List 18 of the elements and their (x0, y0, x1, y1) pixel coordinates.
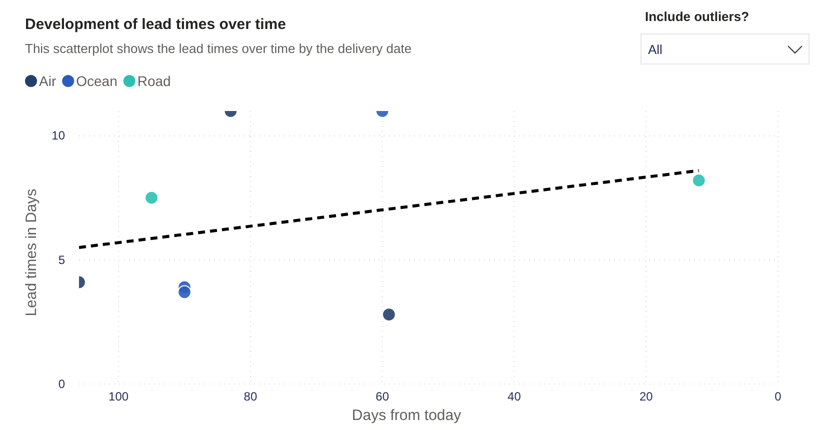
x-tick-label: 100 (108, 390, 129, 404)
chart-subtitle: This scatterplot shows the lead times over time by the delivery date (25, 41, 412, 56)
y-axis-title: Lead times in Days (23, 188, 40, 316)
x-tick-label: 80 (244, 390, 258, 404)
x-axis-title: Days from today (352, 407, 462, 424)
legend-label: Air (39, 73, 56, 89)
y-tick-label: 10 (52, 128, 66, 143)
legend-label: Ocean (76, 73, 118, 89)
x-tick-label: 40 (508, 390, 522, 404)
chart-title: Development of lead times over time (25, 16, 286, 33)
y-tick-label: 0 (58, 376, 66, 391)
x-tick-label: 0 (774, 390, 782, 404)
x-tick-label: 20 (639, 390, 654, 404)
y-tick-label: 5 (58, 252, 66, 267)
legend-label: Road (137, 73, 171, 89)
text: Include outliers? (645, 9, 750, 24)
x-tick-label: 60 (376, 390, 390, 404)
dropdown-field: All (640, 34, 810, 64)
